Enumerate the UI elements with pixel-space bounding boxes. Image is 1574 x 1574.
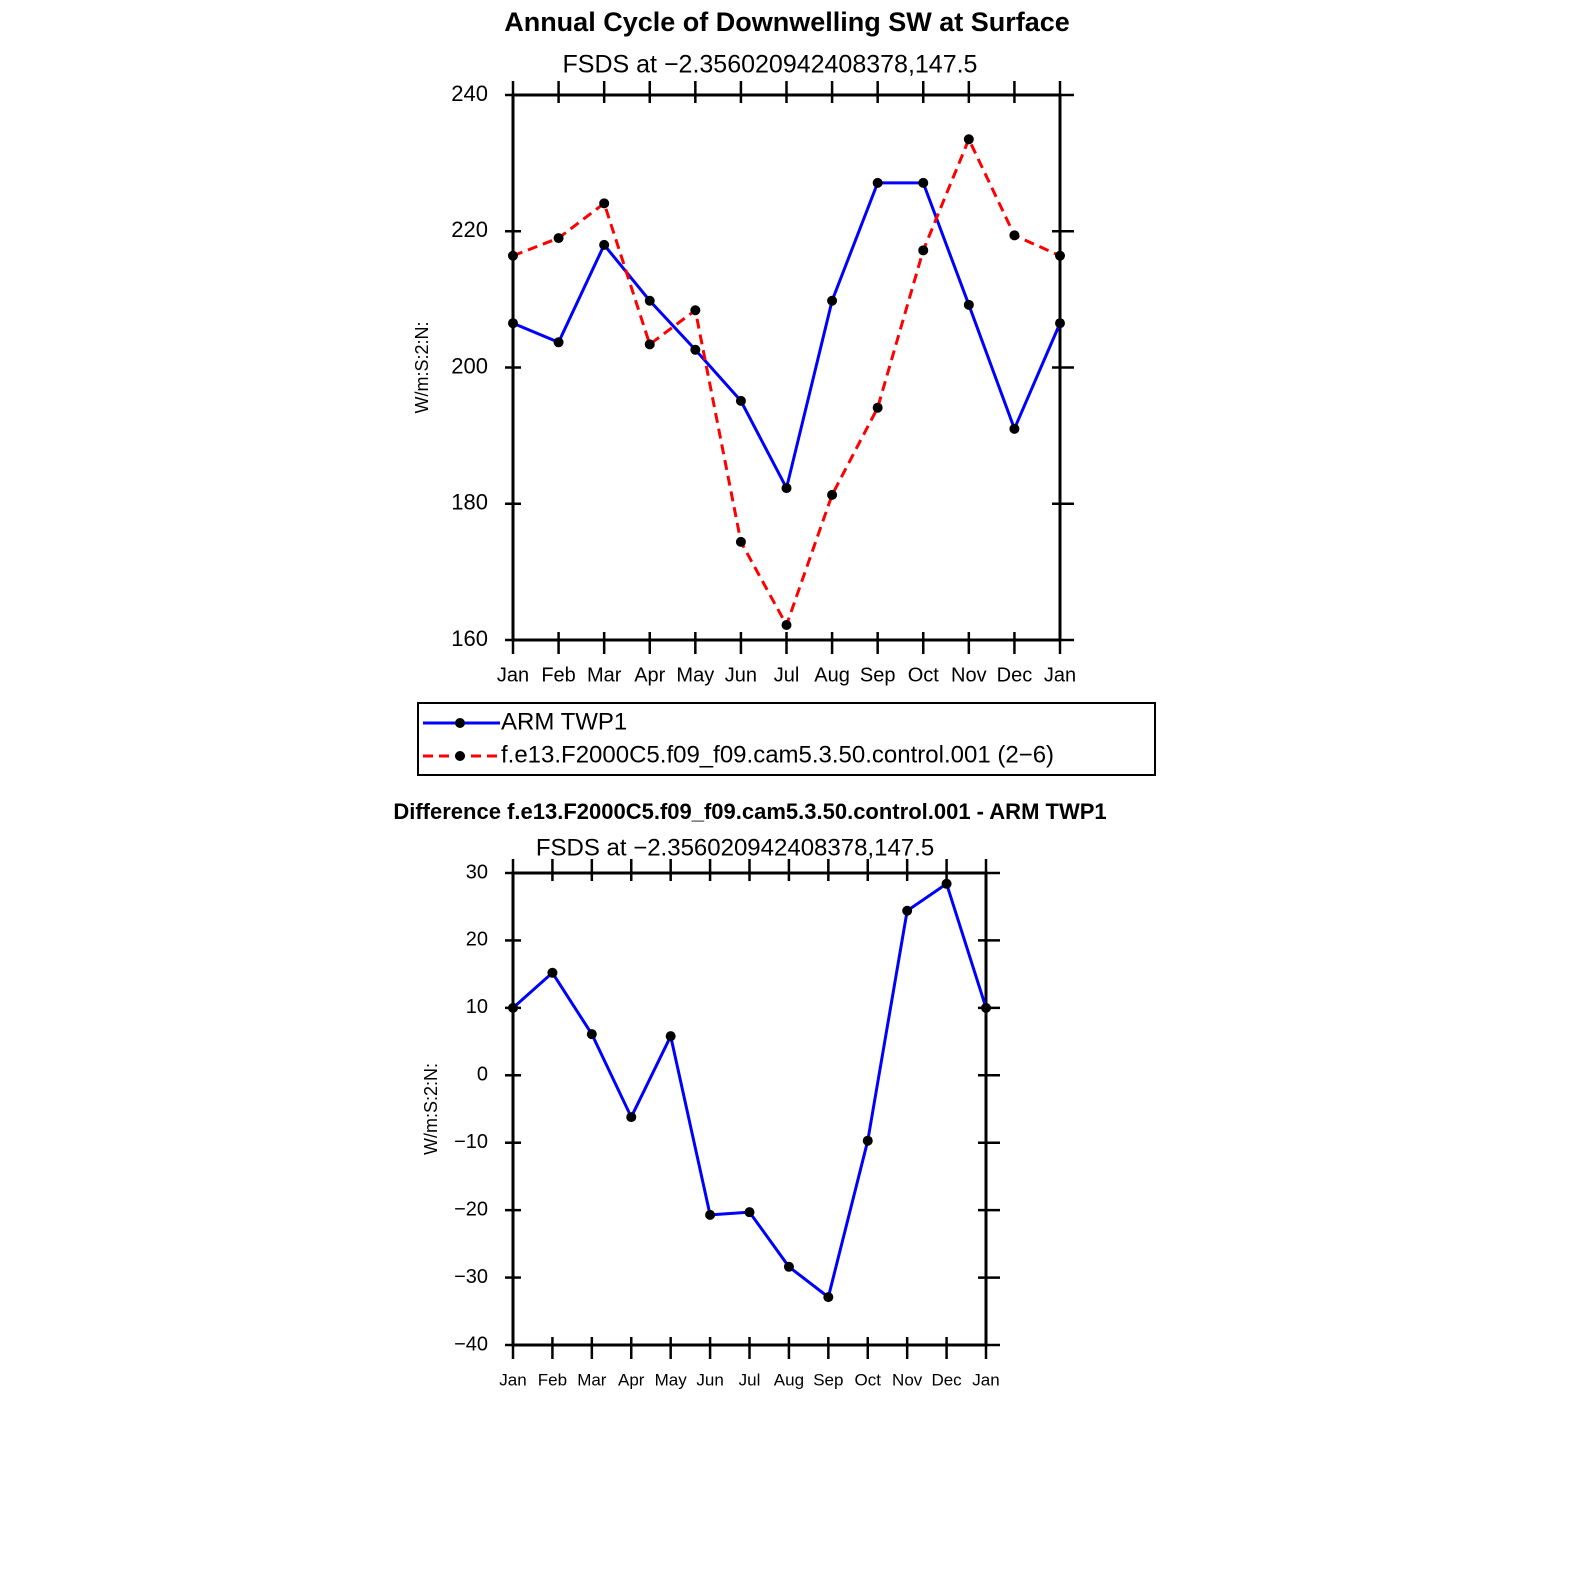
legend-marker bbox=[455, 718, 465, 728]
x-tick-label: Jan bbox=[499, 1370, 526, 1389]
data-point bbox=[781, 620, 792, 631]
y-axis-label: W/m:S:2:N: bbox=[412, 321, 432, 413]
data-point bbox=[665, 1031, 676, 1042]
data-point bbox=[547, 967, 558, 978]
y-axis-label: W/m:S:2:N: bbox=[421, 1063, 441, 1155]
y-tick-label: 220 bbox=[451, 217, 488, 242]
y-tick-label: 30 bbox=[466, 861, 488, 883]
x-tick-label: Dec bbox=[997, 664, 1033, 686]
chart-subtitle: FSDS at −2.356020942408378,147.5 bbox=[536, 834, 934, 861]
series-line bbox=[512, 135, 1061, 629]
y-tick-label: 20 bbox=[466, 929, 488, 951]
data-point bbox=[1009, 423, 1020, 434]
data-point bbox=[981, 1002, 991, 1013]
legend-box bbox=[417, 702, 1156, 776]
data-point bbox=[586, 1029, 597, 1040]
data-point bbox=[599, 198, 610, 209]
x-tick-label: Aug bbox=[814, 664, 850, 686]
x-tick-label: Mar bbox=[587, 664, 622, 686]
plot-frame bbox=[511, 871, 988, 1347]
legend-marker bbox=[455, 751, 465, 761]
data-point bbox=[963, 134, 974, 145]
y-tick-label: −20 bbox=[454, 1198, 488, 1220]
x-tick-label: Sep bbox=[860, 664, 896, 686]
data-point bbox=[941, 878, 952, 889]
data-point bbox=[599, 239, 610, 250]
x-tick-label: Feb bbox=[541, 664, 575, 686]
y-tick-label: 0 bbox=[477, 1064, 488, 1086]
y-tick-label: 10 bbox=[466, 996, 488, 1018]
x-tick-label: Nov bbox=[892, 1370, 923, 1389]
data-point bbox=[1009, 230, 1020, 241]
x-tick-label: Jun bbox=[696, 1370, 723, 1389]
x-tick-label: Mar bbox=[577, 1370, 607, 1389]
data-point bbox=[744, 1207, 755, 1218]
x-tick-label: May bbox=[676, 664, 714, 686]
x-tick-label: Jun bbox=[725, 664, 757, 686]
plot-frame bbox=[511, 93, 1062, 642]
data-point bbox=[508, 318, 518, 329]
data-point bbox=[827, 295, 838, 306]
x-tick-label: Jan bbox=[497, 664, 529, 686]
chart-title: Difference f.e13.F2000C5.f09_f09.cam5.3.… bbox=[393, 799, 1106, 824]
x-tick-label: Oct bbox=[908, 664, 940, 686]
x-tick-label: Dec bbox=[931, 1370, 962, 1389]
y-tick-label: 180 bbox=[451, 490, 488, 515]
x-tick-label: Aug bbox=[774, 1370, 804, 1389]
data-point bbox=[872, 177, 883, 188]
y-tick-label: −10 bbox=[454, 1131, 488, 1153]
data-point bbox=[735, 536, 746, 547]
series-line bbox=[512, 881, 988, 1300]
x-tick-label: May bbox=[655, 1370, 688, 1389]
data-point bbox=[644, 339, 655, 350]
data-point bbox=[823, 1292, 834, 1303]
legend-label: ARM TWP1 bbox=[501, 708, 627, 735]
x-tick-label: Nov bbox=[951, 664, 987, 686]
y-tick-label: −30 bbox=[454, 1266, 488, 1288]
data-point bbox=[963, 299, 974, 310]
x-tick-label: Feb bbox=[538, 1370, 567, 1389]
data-point bbox=[918, 245, 929, 256]
chart-subtitle: FSDS at −2.356020942408378,147.5 bbox=[563, 51, 978, 79]
data-point bbox=[690, 344, 701, 355]
data-point bbox=[1055, 250, 1065, 261]
y-tick-label: 160 bbox=[451, 626, 488, 651]
x-tick-label: Oct bbox=[855, 1370, 882, 1389]
x-tick-label: Jan bbox=[1044, 664, 1076, 686]
data-point bbox=[872, 402, 883, 413]
data-point bbox=[644, 295, 655, 306]
x-tick-label: Jul bbox=[774, 664, 800, 686]
data-point bbox=[705, 1209, 716, 1220]
data-point bbox=[690, 305, 701, 316]
y-tick-label: −40 bbox=[454, 1333, 488, 1355]
x-tick-label: Apr bbox=[618, 1370, 645, 1389]
y-tick-label: 240 bbox=[451, 81, 488, 106]
data-point bbox=[508, 250, 518, 261]
data-point bbox=[553, 233, 564, 244]
data-point bbox=[827, 489, 838, 500]
data-point bbox=[1055, 318, 1065, 329]
data-point bbox=[918, 177, 929, 188]
legend-label: f.e13.F2000C5.f09_f09.cam5.3.50.control.… bbox=[501, 741, 1054, 768]
data-point bbox=[781, 483, 792, 494]
series-line bbox=[512, 181, 1062, 493]
data-point bbox=[626, 1112, 637, 1123]
x-tick-label: Sep bbox=[813, 1370, 843, 1389]
chart-title: Annual Cycle of Downwelling SW at Surfac… bbox=[504, 7, 1070, 37]
data-point bbox=[862, 1135, 873, 1146]
x-tick-label: Jan bbox=[972, 1370, 999, 1389]
x-tick-label: Jul bbox=[739, 1370, 761, 1389]
data-point bbox=[508, 1002, 518, 1013]
x-tick-label: Apr bbox=[634, 664, 665, 686]
data-point bbox=[553, 337, 564, 348]
data-point bbox=[783, 1261, 794, 1272]
y-tick-label: 200 bbox=[451, 353, 488, 378]
data-point bbox=[735, 395, 746, 406]
data-point bbox=[902, 905, 913, 916]
